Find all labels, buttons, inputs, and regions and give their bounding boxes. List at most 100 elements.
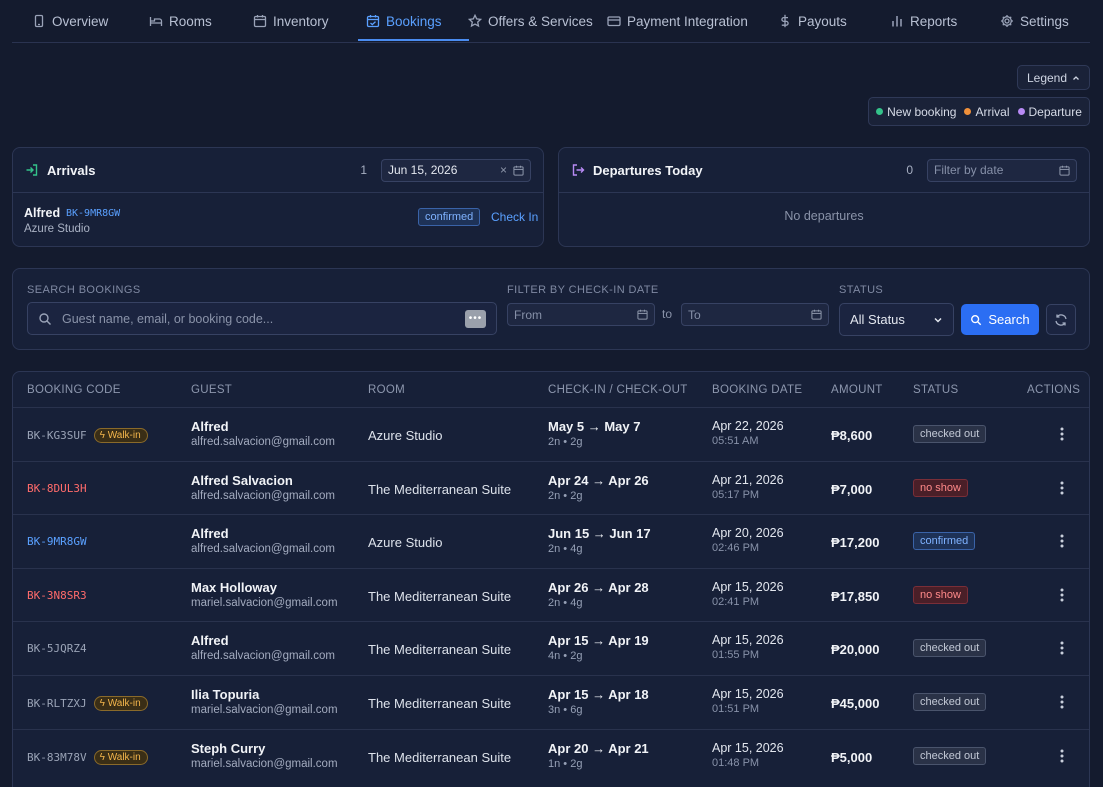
arrival-dot [964, 108, 972, 115]
walk-in-badge: ϟ Walk-in [93, 749, 148, 765]
booking-date-cell: Apr 20, 2026 02:46 PM [712, 526, 784, 554]
guest-name: Alfred [191, 633, 229, 649]
table-row[interactable]: BK-83M78V ϟ Walk-in Steph Curry mariel.salv… [13, 728, 1089, 783]
walk-in-label: Walk-in [107, 698, 141, 709]
tab-offers-services[interactable]: Offers & Services [468, 0, 593, 42]
walk-in-badge: ϟ Walk-in [93, 428, 148, 443]
no-departures-message: No departures [784, 209, 864, 223]
search-button[interactable]: Search [961, 304, 1039, 335]
tab-rooms[interactable]: Rooms [149, 0, 212, 42]
tab-payouts[interactable]: Payouts [778, 0, 847, 42]
nights-guests: 3n • 6g [548, 704, 583, 716]
guest-cell: Alfred Salvacion alfred.salvacion@gmail.c… [191, 473, 335, 502]
row-actions-button[interactable] [1055, 692, 1069, 712]
arrivals-date-field[interactable]: Jun 15, 2026 × [381, 158, 531, 182]
booking-date-cell: Apr 15, 2026 01:55 PM [712, 633, 784, 661]
status-filter-label: Status [839, 284, 884, 296]
row-actions-button[interactable] [1055, 638, 1069, 658]
booking-time: 02:46 PM [712, 542, 760, 555]
booking-code[interactable]: BK-83M78V [27, 750, 87, 764]
new-booking-dot [876, 108, 884, 115]
table-row[interactable]: BK-9MR8GW Alfred alfred.salvacion@gmail.co… [13, 514, 1089, 568]
header-amount: Amount [831, 384, 883, 396]
tab-inventory[interactable]: Inventory [253, 0, 329, 42]
tab-settings[interactable]: Settings [1000, 0, 1069, 42]
search-text-field[interactable] [62, 311, 455, 326]
legend-toggle-button[interactable]: Legend [1017, 65, 1090, 90]
booking-code[interactable]: BK-KG3SUF [27, 429, 87, 442]
calendar-icon [811, 309, 822, 320]
tab-bookings[interactable]: Bookings [366, 0, 442, 42]
status-badge: checked out [913, 746, 987, 765]
nights-guests: 2n • 4g [548, 543, 583, 556]
status-cell: checked out [913, 638, 987, 658]
search-input[interactable]: ••• [27, 302, 497, 335]
refresh-button[interactable] [1046, 304, 1076, 335]
stay-dates-cell: May 5 → May 7 2n • 2g [548, 419, 641, 448]
guest-email: alfred.salvacion@gmail.com [191, 650, 335, 663]
booking-amount: ₱17,850 [831, 588, 880, 604]
clear-date-icon[interactable]: × [499, 163, 507, 177]
from-date-field[interactable]: From [507, 303, 655, 326]
status-cell: checked out [913, 692, 987, 711]
stay-dates: May 5 → May 7 [548, 419, 641, 434]
booking-code[interactable]: BK-5JQRZ4 [27, 642, 87, 656]
booking-code[interactable]: BK-RLTZXJ [27, 697, 87, 710]
row-actions-button[interactable] [1055, 531, 1069, 551]
booking-code[interactable]: BK-3N8SR3 [27, 588, 87, 602]
room-name: Azure Studio [368, 535, 443, 551]
departures-title: Departures Today [593, 162, 703, 178]
lightning-icon: ϟ [99, 698, 105, 709]
table-row[interactable]: BK-KG3SUF ϟ Walk-in Alfred alfred.salvacion… [13, 407, 1089, 461]
tab-payment-integration[interactable]: Payment Integration [607, 0, 748, 42]
calendar-icon [253, 14, 267, 28]
row-actions-button[interactable] [1055, 478, 1069, 498]
booking-code[interactable]: BK-8DUL3H [27, 481, 87, 495]
status-badge: checked out [913, 693, 987, 711]
departures-date-field[interactable]: Filter by date [927, 158, 1077, 182]
arrival-booking-code[interactable]: BK-9MR8GW [66, 208, 121, 219]
to-date-field[interactable]: To [681, 303, 829, 326]
credit-card-icon [607, 14, 621, 28]
from-placeholder: From [514, 307, 542, 322]
table-row[interactable]: BK-5JQRZ4 Alfred alfred.salvacion@gmail.co… [13, 621, 1089, 675]
table-row[interactable]: BK-8DUL3H Alfred Salvacion alfred.salvacio… [13, 460, 1089, 515]
tab-label: Bookings [386, 13, 442, 29]
status-badge: no show [913, 478, 968, 497]
booking-date: Apr 15, 2026 [712, 687, 784, 701]
legend-item-departure: Departure [1017, 105, 1082, 119]
booking-code-cell: BK-RLTZXJ ϟ Walk-in [27, 696, 148, 711]
check-in-button[interactable]: Check In [491, 210, 539, 224]
booking-code-cell: BK-5JQRZ4 [27, 642, 87, 655]
more-options-icon[interactable]: ••• [465, 309, 486, 328]
booking-time: 02:41 PM [712, 595, 760, 608]
star-icon [468, 14, 482, 28]
status-cell: confirmed [913, 531, 976, 551]
booking-date-cell: Apr 15, 2026 01:48 PM [712, 741, 784, 769]
table-row[interactable]: BK-RLTZXJ ϟ Walk-in Ilia Topuria mariel.sal… [13, 675, 1089, 729]
booking-code-cell: BK-83M78V ϟ Walk-in [27, 749, 148, 765]
row-actions-button[interactable] [1055, 585, 1069, 605]
booking-date: Apr 22, 2026 [712, 419, 784, 433]
booking-amount: ₱7,000 [831, 481, 873, 497]
status-badge: no show [913, 585, 968, 604]
stay-dates: Apr 24 → Apr 26 [548, 472, 649, 488]
guest-email: alfred.salvacion@gmail.com [191, 489, 335, 502]
departures-panel: Departures Today 0 Filter by date No dep… [558, 147, 1090, 247]
guest-name: Max Holloway [191, 579, 277, 595]
tab-label: Offers & Services [488, 13, 593, 29]
table-row[interactable]: BK-3N8SR3 Max Holloway mariel.salvacion@gm… [13, 567, 1089, 622]
tab-reports[interactable]: Reports [890, 0, 957, 42]
row-actions-button[interactable] [1055, 746, 1069, 766]
booking-date-cell: Apr 15, 2026 02:41 PM [712, 580, 784, 608]
guest-name: Alfred Salvacion [191, 472, 293, 488]
header-status: Status [913, 384, 959, 396]
legend-button-label: Legend [1026, 70, 1068, 85]
booking-code[interactable]: BK-9MR8GW [27, 535, 87, 549]
room-name: The Mediterranean Suite [368, 642, 512, 658]
row-actions-button[interactable] [1055, 424, 1069, 444]
status-select[interactable]: All Status [839, 303, 954, 336]
stay-dates-cell: Jun 15 → Jun 17 2n • 4g [548, 526, 651, 555]
tab-overview[interactable]: Overview [32, 0, 108, 42]
legend-label: New booking [887, 104, 957, 119]
